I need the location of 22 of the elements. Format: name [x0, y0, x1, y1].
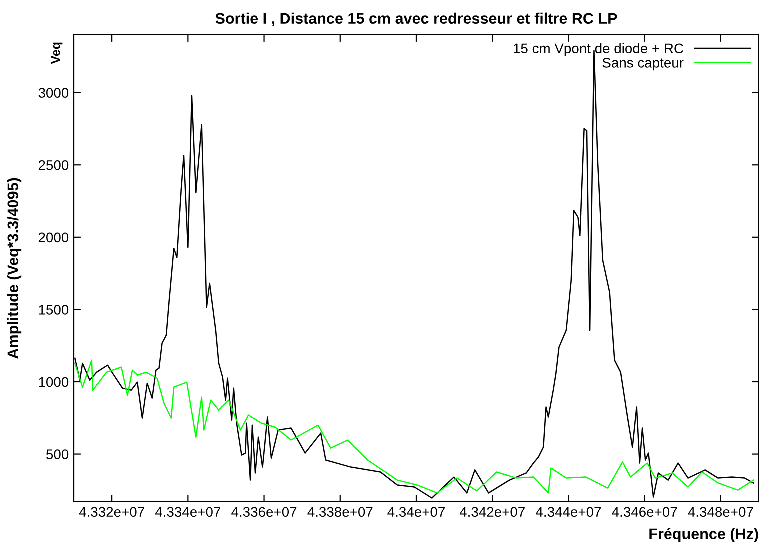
x-tick-label: 4.332e+07 [79, 507, 144, 518]
legend-label: 15 cm Vpont de diode + RC [514, 43, 684, 56]
x-axis-title: Fréquence (Hz) [650, 528, 758, 543]
x-tick-label: 4.342e+07 [460, 507, 525, 518]
x-tick-label: 4.334e+07 [155, 507, 220, 518]
y-axis-title: Amplitude (Veq*3.3/4095) [7, 178, 22, 359]
y-tick-label: 1500 [39, 305, 69, 315]
x-tick-label: 4.348e+07 [688, 507, 754, 518]
chart-title: Sortie I , Distance 15 cm avec redresseur et filtre RC LP [216, 12, 618, 26]
y-tick-label: 2000 [38, 232, 69, 243]
x-tick-label: 4.34e+07 [388, 507, 445, 518]
x-tick-label: 4.346e+07 [612, 507, 678, 518]
x-tick-label: 4.344e+07 [536, 507, 602, 518]
text: Veq [52, 42, 63, 64]
y-tick-label: 1000 [39, 377, 69, 388]
y-tick-label: 2500 [38, 160, 69, 170]
x-tick-label: 4.338e+07 [308, 507, 373, 518]
x-tick-label: 4.336e+07 [232, 507, 297, 518]
legend-label: Sans capteur [602, 58, 684, 71]
y-tick-label: 3000 [38, 88, 69, 98]
y-tick-label: 500 [46, 450, 69, 460]
line-series [74, 360, 754, 494]
